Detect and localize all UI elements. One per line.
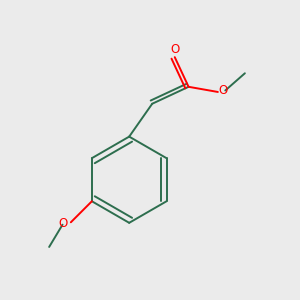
Text: O: O — [170, 43, 179, 56]
Text: O: O — [219, 84, 228, 97]
Text: O: O — [59, 217, 68, 230]
